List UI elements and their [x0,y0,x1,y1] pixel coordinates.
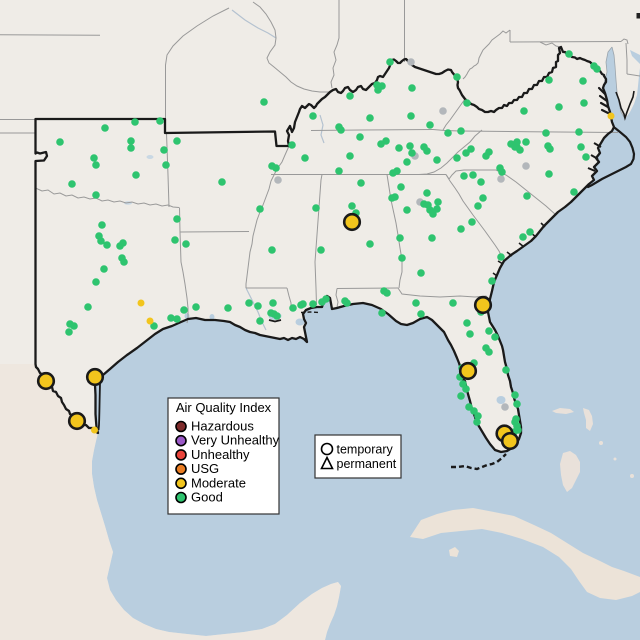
svg-text:Unhealthy: Unhealthy [191,447,250,462]
svg-text:Hazardous: Hazardous [191,419,254,434]
svg-text:permanent: permanent [337,457,397,471]
svg-text:Good: Good [191,490,223,505]
svg-text:temporary: temporary [337,443,394,457]
svg-text:USG: USG [191,461,219,476]
svg-text:Air Quality Index: Air Quality Index [176,400,272,415]
svg-text:Very Unhealthy: Very Unhealthy [191,433,280,448]
svg-text:Moderate: Moderate [191,475,246,490]
